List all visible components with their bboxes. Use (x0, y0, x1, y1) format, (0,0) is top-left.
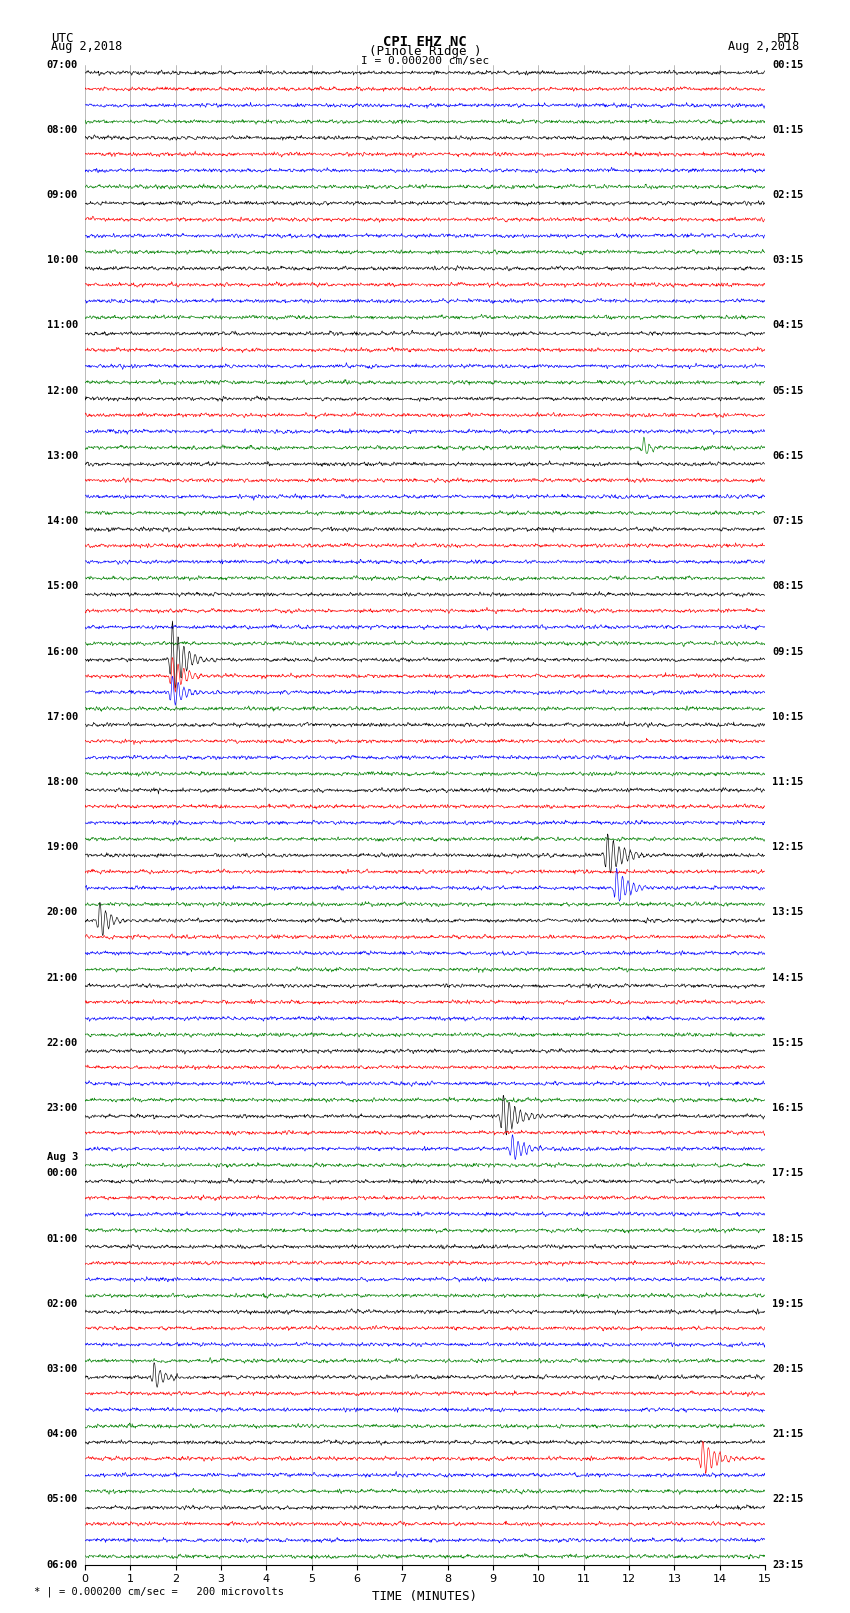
Text: UTC: UTC (51, 32, 73, 45)
Text: 09:15: 09:15 (772, 647, 803, 656)
Text: 11:15: 11:15 (772, 777, 803, 787)
Text: 16:15: 16:15 (772, 1103, 803, 1113)
Text: 21:15: 21:15 (772, 1429, 803, 1439)
Text: PDT: PDT (777, 32, 799, 45)
Text: 10:00: 10:00 (47, 255, 78, 265)
Text: Aug 3: Aug 3 (47, 1152, 78, 1163)
Text: 06:15: 06:15 (772, 452, 803, 461)
Text: 08:15: 08:15 (772, 581, 803, 592)
X-axis label: TIME (MINUTES): TIME (MINUTES) (372, 1590, 478, 1603)
Text: 18:00: 18:00 (47, 777, 78, 787)
Text: 05:15: 05:15 (772, 386, 803, 395)
Text: 00:15: 00:15 (772, 60, 803, 69)
Text: 22:15: 22:15 (772, 1494, 803, 1505)
Text: 23:15: 23:15 (772, 1560, 803, 1569)
Text: 20:00: 20:00 (47, 908, 78, 918)
Text: 09:00: 09:00 (47, 190, 78, 200)
Text: 06:00: 06:00 (47, 1560, 78, 1569)
Text: 00:00: 00:00 (47, 1168, 78, 1177)
Text: Aug 2,2018: Aug 2,2018 (51, 40, 122, 53)
Text: 23:00: 23:00 (47, 1103, 78, 1113)
Text: 07:00: 07:00 (47, 60, 78, 69)
Text: Aug 2,2018: Aug 2,2018 (728, 40, 799, 53)
Text: 16:00: 16:00 (47, 647, 78, 656)
Text: CPI EHZ NC: CPI EHZ NC (383, 35, 467, 50)
Text: 12:15: 12:15 (772, 842, 803, 852)
Text: 14:15: 14:15 (772, 973, 803, 982)
Text: 05:00: 05:00 (47, 1494, 78, 1505)
Text: 17:00: 17:00 (47, 711, 78, 721)
Text: 20:15: 20:15 (772, 1365, 803, 1374)
Text: * | = 0.000200 cm/sec =   200 microvolts: * | = 0.000200 cm/sec = 200 microvolts (34, 1586, 284, 1597)
Text: 15:00: 15:00 (47, 581, 78, 592)
Text: 13:00: 13:00 (47, 452, 78, 461)
Text: 01:00: 01:00 (47, 1234, 78, 1244)
Text: 14:00: 14:00 (47, 516, 78, 526)
Text: 15:15: 15:15 (772, 1037, 803, 1048)
Text: 10:15: 10:15 (772, 711, 803, 721)
Text: 22:00: 22:00 (47, 1037, 78, 1048)
Text: 13:15: 13:15 (772, 908, 803, 918)
Text: 02:00: 02:00 (47, 1298, 78, 1308)
Text: I = 0.000200 cm/sec: I = 0.000200 cm/sec (361, 56, 489, 66)
Text: 11:00: 11:00 (47, 321, 78, 331)
Text: 17:15: 17:15 (772, 1168, 803, 1177)
Text: 04:15: 04:15 (772, 321, 803, 331)
Text: 01:15: 01:15 (772, 124, 803, 135)
Text: 03:00: 03:00 (47, 1365, 78, 1374)
Text: 19:00: 19:00 (47, 842, 78, 852)
Text: 08:00: 08:00 (47, 124, 78, 135)
Text: 12:00: 12:00 (47, 386, 78, 395)
Text: 02:15: 02:15 (772, 190, 803, 200)
Text: 18:15: 18:15 (772, 1234, 803, 1244)
Text: 19:15: 19:15 (772, 1298, 803, 1308)
Text: (Pinole Ridge ): (Pinole Ridge ) (369, 45, 481, 58)
Text: 04:00: 04:00 (47, 1429, 78, 1439)
Text: 03:15: 03:15 (772, 255, 803, 265)
Text: 21:00: 21:00 (47, 973, 78, 982)
Text: 07:15: 07:15 (772, 516, 803, 526)
